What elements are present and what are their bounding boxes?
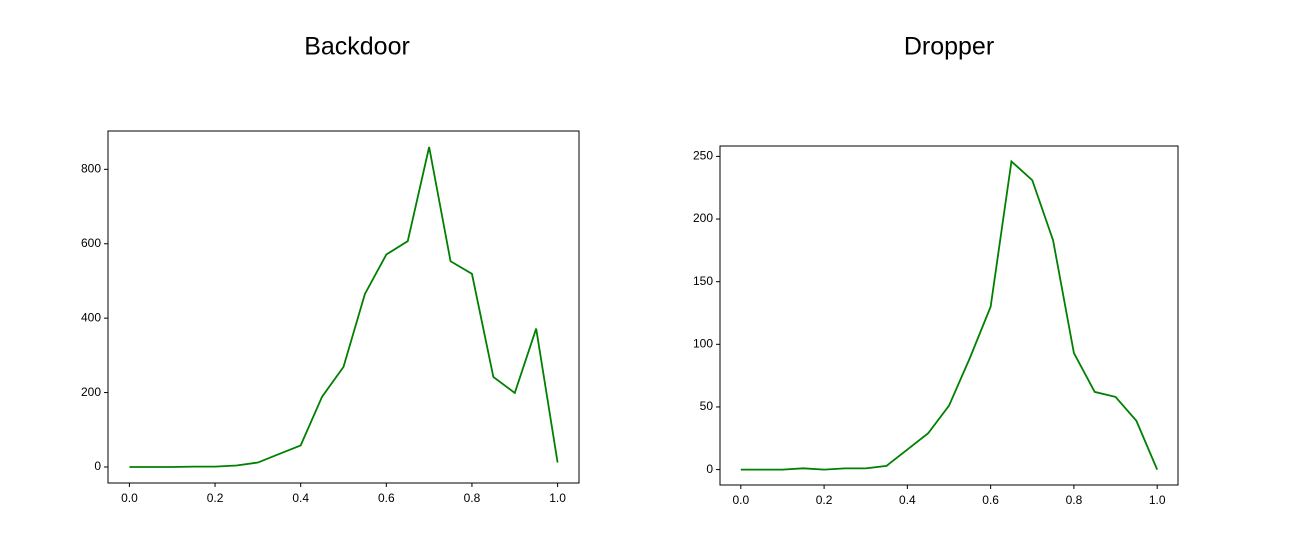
data-line [129,146,559,468]
y-tick-label: 400 [81,310,101,324]
x-tick-label: 0.4 [292,491,309,505]
data-line [740,159,1159,471]
plot-frame [719,145,1179,486]
y-tick-label: 800 [81,161,101,175]
y-tick-label: 0 [94,459,101,473]
y-tick-label: 150 [693,274,713,288]
x-tick-label: 0.0 [121,491,138,505]
x-tick-label: 0.2 [207,491,224,505]
chart-title: Dropper [904,33,994,61]
x-tick-label: 0.4 [899,493,916,507]
x-tick-label: 0.6 [378,491,395,505]
plot-frame [107,130,580,484]
y-tick-label: 600 [81,236,101,250]
x-tick-label: 1.0 [1149,493,1166,507]
y-tick-label: 50 [700,399,714,413]
x-tick-label: 0.8 [1066,493,1083,507]
x-tick-label: 0.2 [816,493,833,507]
y-tick-label: 250 [693,149,713,163]
y-tick-label: 100 [693,336,713,350]
y-tick-label: 0 [706,462,713,476]
x-tick-label: 0.6 [982,493,999,507]
x-tick-label: 1.0 [549,491,566,505]
x-tick-label: 0.8 [464,491,481,505]
chart-title: Backdoor [304,33,410,61]
y-tick-label: 200 [693,211,713,225]
x-tick-label: 0.0 [732,493,749,507]
y-tick-label: 200 [81,385,101,399]
